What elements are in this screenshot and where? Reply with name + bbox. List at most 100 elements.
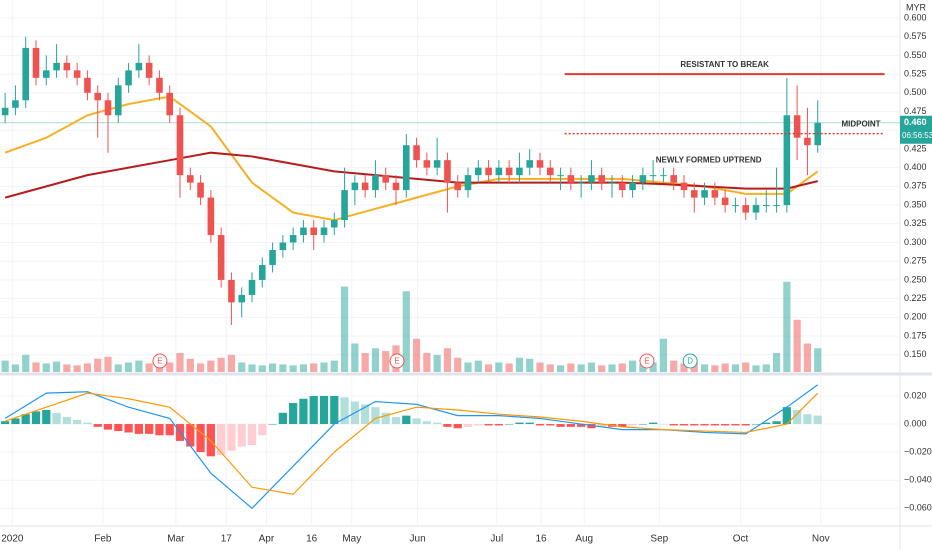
macd-histogram-bar <box>42 409 51 425</box>
macd-histogram-bar <box>535 424 545 426</box>
candle-body <box>176 115 184 176</box>
candle-body <box>701 190 708 198</box>
candle-body <box>588 175 595 183</box>
candle-body <box>402 145 410 191</box>
candle-body <box>392 182 400 191</box>
x-tick-label: Oct <box>733 534 749 545</box>
candle-body <box>289 235 297 243</box>
volume-bar <box>680 363 688 372</box>
macd-histogram-bar <box>463 424 473 427</box>
y-tick-label: 0.350 <box>904 199 927 209</box>
volume-bar <box>279 364 287 372</box>
currency-label: MYR <box>906 2 927 12</box>
y-tick-label: 0.300 <box>904 237 927 247</box>
candle-body <box>94 92 102 101</box>
candle-body <box>567 175 575 183</box>
volume-bar <box>721 363 729 372</box>
volume-bar <box>83 363 92 372</box>
candle-body <box>135 62 143 71</box>
volume-bar <box>762 364 770 372</box>
volume-bar <box>268 363 277 372</box>
y-tick-label: 0.475 <box>904 106 927 116</box>
volume-bar <box>176 353 184 372</box>
candle-body <box>125 70 132 86</box>
macd-histogram-bar <box>741 424 750 426</box>
event-marker <box>389 353 405 369</box>
volume-bar <box>443 348 452 372</box>
macd-histogram-bar <box>258 424 267 436</box>
candle-body <box>464 175 472 191</box>
volume-bar <box>752 365 760 372</box>
y-tick-label: 0.550 <box>904 50 927 60</box>
x-tick-label: Jul <box>490 534 503 545</box>
volume-bar <box>186 358 194 372</box>
macd-histogram-bar <box>217 424 226 455</box>
y-tick-label: 0.600 <box>904 12 927 22</box>
candle-body <box>577 182 585 184</box>
event-label: D <box>687 357 693 366</box>
macd-histogram-bar <box>751 424 761 425</box>
candle-body <box>341 190 348 221</box>
candle-body <box>793 115 801 138</box>
y-tick-label: 0.225 <box>904 293 927 303</box>
macd-histogram-bar <box>145 424 154 434</box>
candle-body <box>320 227 328 236</box>
macd-histogram-bar <box>124 424 133 433</box>
macd-histogram-bar <box>679 424 689 426</box>
macd-histogram-bar <box>371 407 380 425</box>
volume-bar <box>22 354 30 372</box>
candle-body <box>444 160 451 183</box>
candle-body <box>166 92 174 116</box>
event-label: E <box>394 357 399 366</box>
candle-body <box>12 100 19 108</box>
macd-histogram-bar <box>772 421 781 425</box>
macd-histogram-bar <box>587 424 596 429</box>
macd-histogram-bar <box>73 419 82 425</box>
candle-body <box>783 115 791 206</box>
candle-body <box>690 190 698 198</box>
candle-body <box>670 175 678 183</box>
candle-body <box>186 175 194 183</box>
volume-bar <box>474 360 482 372</box>
candle-body <box>269 249 276 265</box>
volume-bar <box>783 281 791 372</box>
candle-body <box>742 205 750 213</box>
candle-body <box>73 70 81 78</box>
volume-bar <box>598 365 606 372</box>
volume-bar <box>217 357 225 372</box>
macd-histogram-bar <box>515 422 524 425</box>
volume-bar <box>145 363 153 372</box>
candle-body <box>680 182 688 191</box>
volume-bar <box>659 338 668 372</box>
candle-body <box>649 175 657 177</box>
volume-bar <box>505 363 513 372</box>
x-tick-label: Sep <box>650 534 668 545</box>
candle-body <box>1 107 9 116</box>
candle-body <box>752 205 760 213</box>
candle-body <box>53 62 60 71</box>
event-marker <box>682 353 698 369</box>
x-tick-label: 16 <box>535 534 547 545</box>
macd-histogram-bar <box>196 424 205 453</box>
macd-histogram-bar <box>268 424 277 425</box>
candle-body <box>762 205 770 207</box>
candle-body <box>217 235 225 280</box>
candle-body <box>495 167 503 176</box>
macd-histogram-bar <box>803 414 812 425</box>
volume-bar <box>227 354 236 372</box>
x-tick-label: 16 <box>306 534 318 545</box>
macd-histogram-bar <box>31 411 41 425</box>
volume-bar <box>124 362 133 372</box>
candle-body <box>474 167 482 176</box>
macd-histogram-bar <box>577 424 586 427</box>
macd-histogram-bar <box>21 414 30 425</box>
candle-body <box>505 167 513 176</box>
macd-histogram-bar <box>402 415 411 425</box>
volume-bar <box>567 363 575 372</box>
y-tick-label: 0.375 <box>904 181 927 191</box>
candle-body <box>22 47 30 101</box>
candle-body <box>660 175 667 177</box>
volume-bar <box>32 362 40 372</box>
volume-bar <box>166 362 174 372</box>
